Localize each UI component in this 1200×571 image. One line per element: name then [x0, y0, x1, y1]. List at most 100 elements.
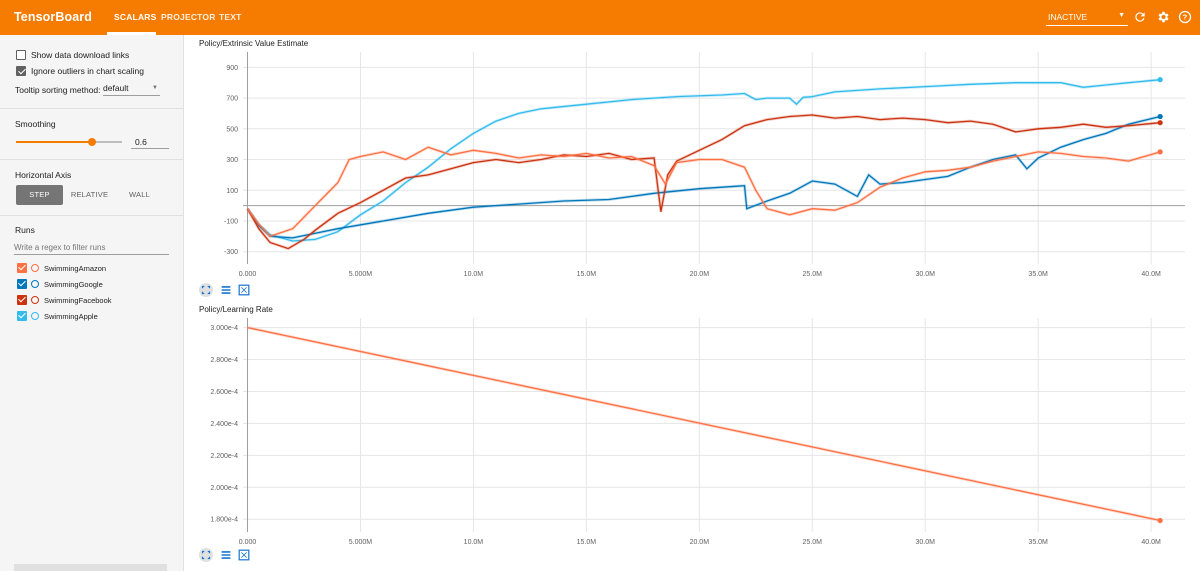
chevron-down-icon: ▼ — [152, 85, 158, 91]
tab-scalars[interactable]: SCALARS — [114, 12, 157, 22]
tooltip-sorting-value: default — [103, 83, 129, 93]
y-tick-label: 2.000e-4 — [210, 485, 238, 492]
divider — [0, 215, 184, 216]
axis-step-button[interactable]: STEP — [16, 185, 63, 205]
x-tick-label: 25.0M — [803, 539, 823, 546]
tooltip-sorting-label: Tooltip sorting method: — [15, 85, 101, 95]
y-tick-label: 2.400e-4 — [210, 421, 238, 428]
y-tick-label: 1.800e-4 — [210, 517, 238, 524]
run-checkbox[interactable] — [17, 311, 27, 321]
run-item-swimminggoogle[interactable]: SwimmingGoogle — [17, 278, 103, 290]
axis-relative-button[interactable]: RELATIVE — [70, 190, 109, 199]
x-tick-label: 0.000 — [239, 539, 257, 546]
series-end-point — [1157, 120, 1163, 126]
y-tick-label: 3.000e-4 — [210, 325, 238, 332]
tab-projector[interactable]: PROJECTOR — [161, 12, 216, 22]
series-raw-line — [246, 113, 1161, 251]
x-tick-label: 35.0M — [1028, 539, 1048, 546]
status-dropdown[interactable]: INACTIVE ▼ — [1046, 9, 1128, 26]
toggle-log-scale-icon[interactable] — [219, 548, 233, 562]
chart-title: Policy/Extrinsic Value Estimate — [199, 39, 309, 48]
x-tick-label: 35.0M — [1028, 271, 1048, 278]
status-value: INACTIVE — [1048, 12, 1088, 22]
run-name: SwimmingGoogle — [44, 279, 103, 289]
value-estimate-chart[interactable]: 0.000 5.000M 10.0M 15.0M 20.0M 25.0M 30.0M 35.0… — [185, 50, 1200, 282]
y-tick-label: 2.200e-4 — [210, 453, 238, 460]
chevron-down-icon: ▼ — [1118, 12, 1125, 19]
series-line — [246, 115, 1161, 239]
toggle-all-runs-button[interactable] — [14, 564, 167, 571]
smoothing-value-input[interactable]: 0.6 — [131, 137, 169, 149]
divider — [0, 108, 184, 109]
series-line — [246, 79, 1161, 242]
y-tick-label: -300 — [224, 249, 238, 256]
expand-chart-icon[interactable] — [199, 283, 213, 297]
active-tab-indicator — [107, 32, 156, 35]
x-tick-label: 30.0M — [915, 539, 935, 546]
x-tick-label: 25.0M — [803, 271, 823, 278]
series-line — [247, 326, 1161, 522]
learning-rate-chart[interactable]: 0.000 5.000M 10.0M 15.0M 20.0M 25.0M 30.0M 35.0… — [185, 316, 1200, 548]
chart-title: Policy/Learning Rate — [199, 305, 273, 314]
run-name: SwimmingAmazon — [44, 263, 107, 273]
run-color-icon — [31, 312, 39, 320]
toggle-log-scale-icon[interactable] — [219, 283, 233, 297]
checkbox-box[interactable] — [16, 50, 26, 60]
ignore-outliers-checkbox[interactable]: Ignore outliers in chart scaling — [16, 65, 144, 77]
runs-title: Runs — [15, 225, 35, 235]
x-tick-label: 10.0M — [464, 271, 484, 278]
series-end-point — [1157, 149, 1163, 155]
x-tick-label: 15.0M — [577, 539, 597, 546]
series-line — [246, 114, 1161, 250]
tab-text[interactable]: TEXT — [219, 12, 242, 22]
y-tick-label: 300 — [226, 157, 238, 164]
x-tick-label: 5.000M — [349, 271, 373, 278]
help-icon[interactable]: ? — [1178, 10, 1192, 24]
series-line — [246, 146, 1161, 238]
series-end-point — [1157, 113, 1163, 120]
x-tick-label: 15.0M — [577, 271, 597, 278]
fit-domain-icon[interactable] — [237, 548, 251, 562]
smoothing-title: Smoothing — [15, 119, 56, 129]
app-brand: TensorBoard — [14, 10, 92, 24]
run-color-icon — [31, 280, 39, 288]
y-tick-label: 2.800e-4 — [210, 357, 238, 364]
run-item-swimmingamazon[interactable]: SwimmingAmazon — [17, 262, 106, 274]
expand-chart-icon[interactable] — [199, 548, 213, 562]
run-filter-input[interactable]: Write a regex to filter runs — [14, 243, 169, 255]
axis-wall-button[interactable]: WALL — [129, 190, 150, 199]
run-checkbox[interactable] — [17, 295, 27, 305]
x-tick-label: 40.0M — [1141, 271, 1161, 278]
divider — [0, 159, 184, 160]
smoothing-slider[interactable] — [16, 138, 122, 146]
smoothing-slider-fill — [16, 141, 92, 143]
run-color-icon — [31, 264, 39, 272]
ignore-outliers-label: Ignore outliers in chart scaling — [31, 66, 144, 76]
run-name: SwimmingApple — [44, 311, 98, 321]
x-tick-label: 30.0M — [915, 271, 935, 278]
svg-text:?: ? — [1183, 13, 1188, 22]
run-item-swimmingfacebook[interactable]: SwimmingFacebook — [17, 294, 112, 306]
y-tick-label: 100 — [226, 188, 238, 195]
run-item-swimmingapple[interactable]: SwimmingApple — [17, 310, 98, 322]
y-tick-label: -100 — [224, 218, 238, 225]
run-checkbox[interactable] — [17, 279, 27, 289]
y-tick-label: 900 — [226, 65, 238, 72]
y-tick-label: 700 — [226, 96, 238, 103]
smoothing-slider-thumb[interactable] — [87, 138, 96, 146]
gear-icon[interactable] — [1156, 10, 1170, 24]
horizontal-axis-title: Horizontal Axis — [15, 170, 72, 180]
x-tick-label: 20.0M — [690, 271, 710, 278]
y-tick-label: 2.600e-4 — [210, 389, 238, 396]
top-app-bar: TensorBoard SCALARS PROJECTOR TEXT INACT… — [0, 0, 1200, 35]
checkbox-box[interactable] — [16, 66, 26, 76]
show-download-links-checkbox[interactable]: Show data download links — [16, 49, 129, 61]
fit-domain-icon[interactable] — [237, 283, 251, 297]
refresh-icon[interactable] — [1133, 10, 1147, 24]
sidebar: Show data download links Ignore outliers… — [0, 35, 184, 571]
tooltip-sorting-select[interactable]: default ▼ — [103, 83, 160, 96]
series-end-point — [1157, 517, 1163, 524]
x-tick-label: 20.0M — [690, 539, 710, 546]
run-name: SwimmingFacebook — [44, 295, 112, 305]
run-checkbox[interactable] — [17, 263, 27, 273]
